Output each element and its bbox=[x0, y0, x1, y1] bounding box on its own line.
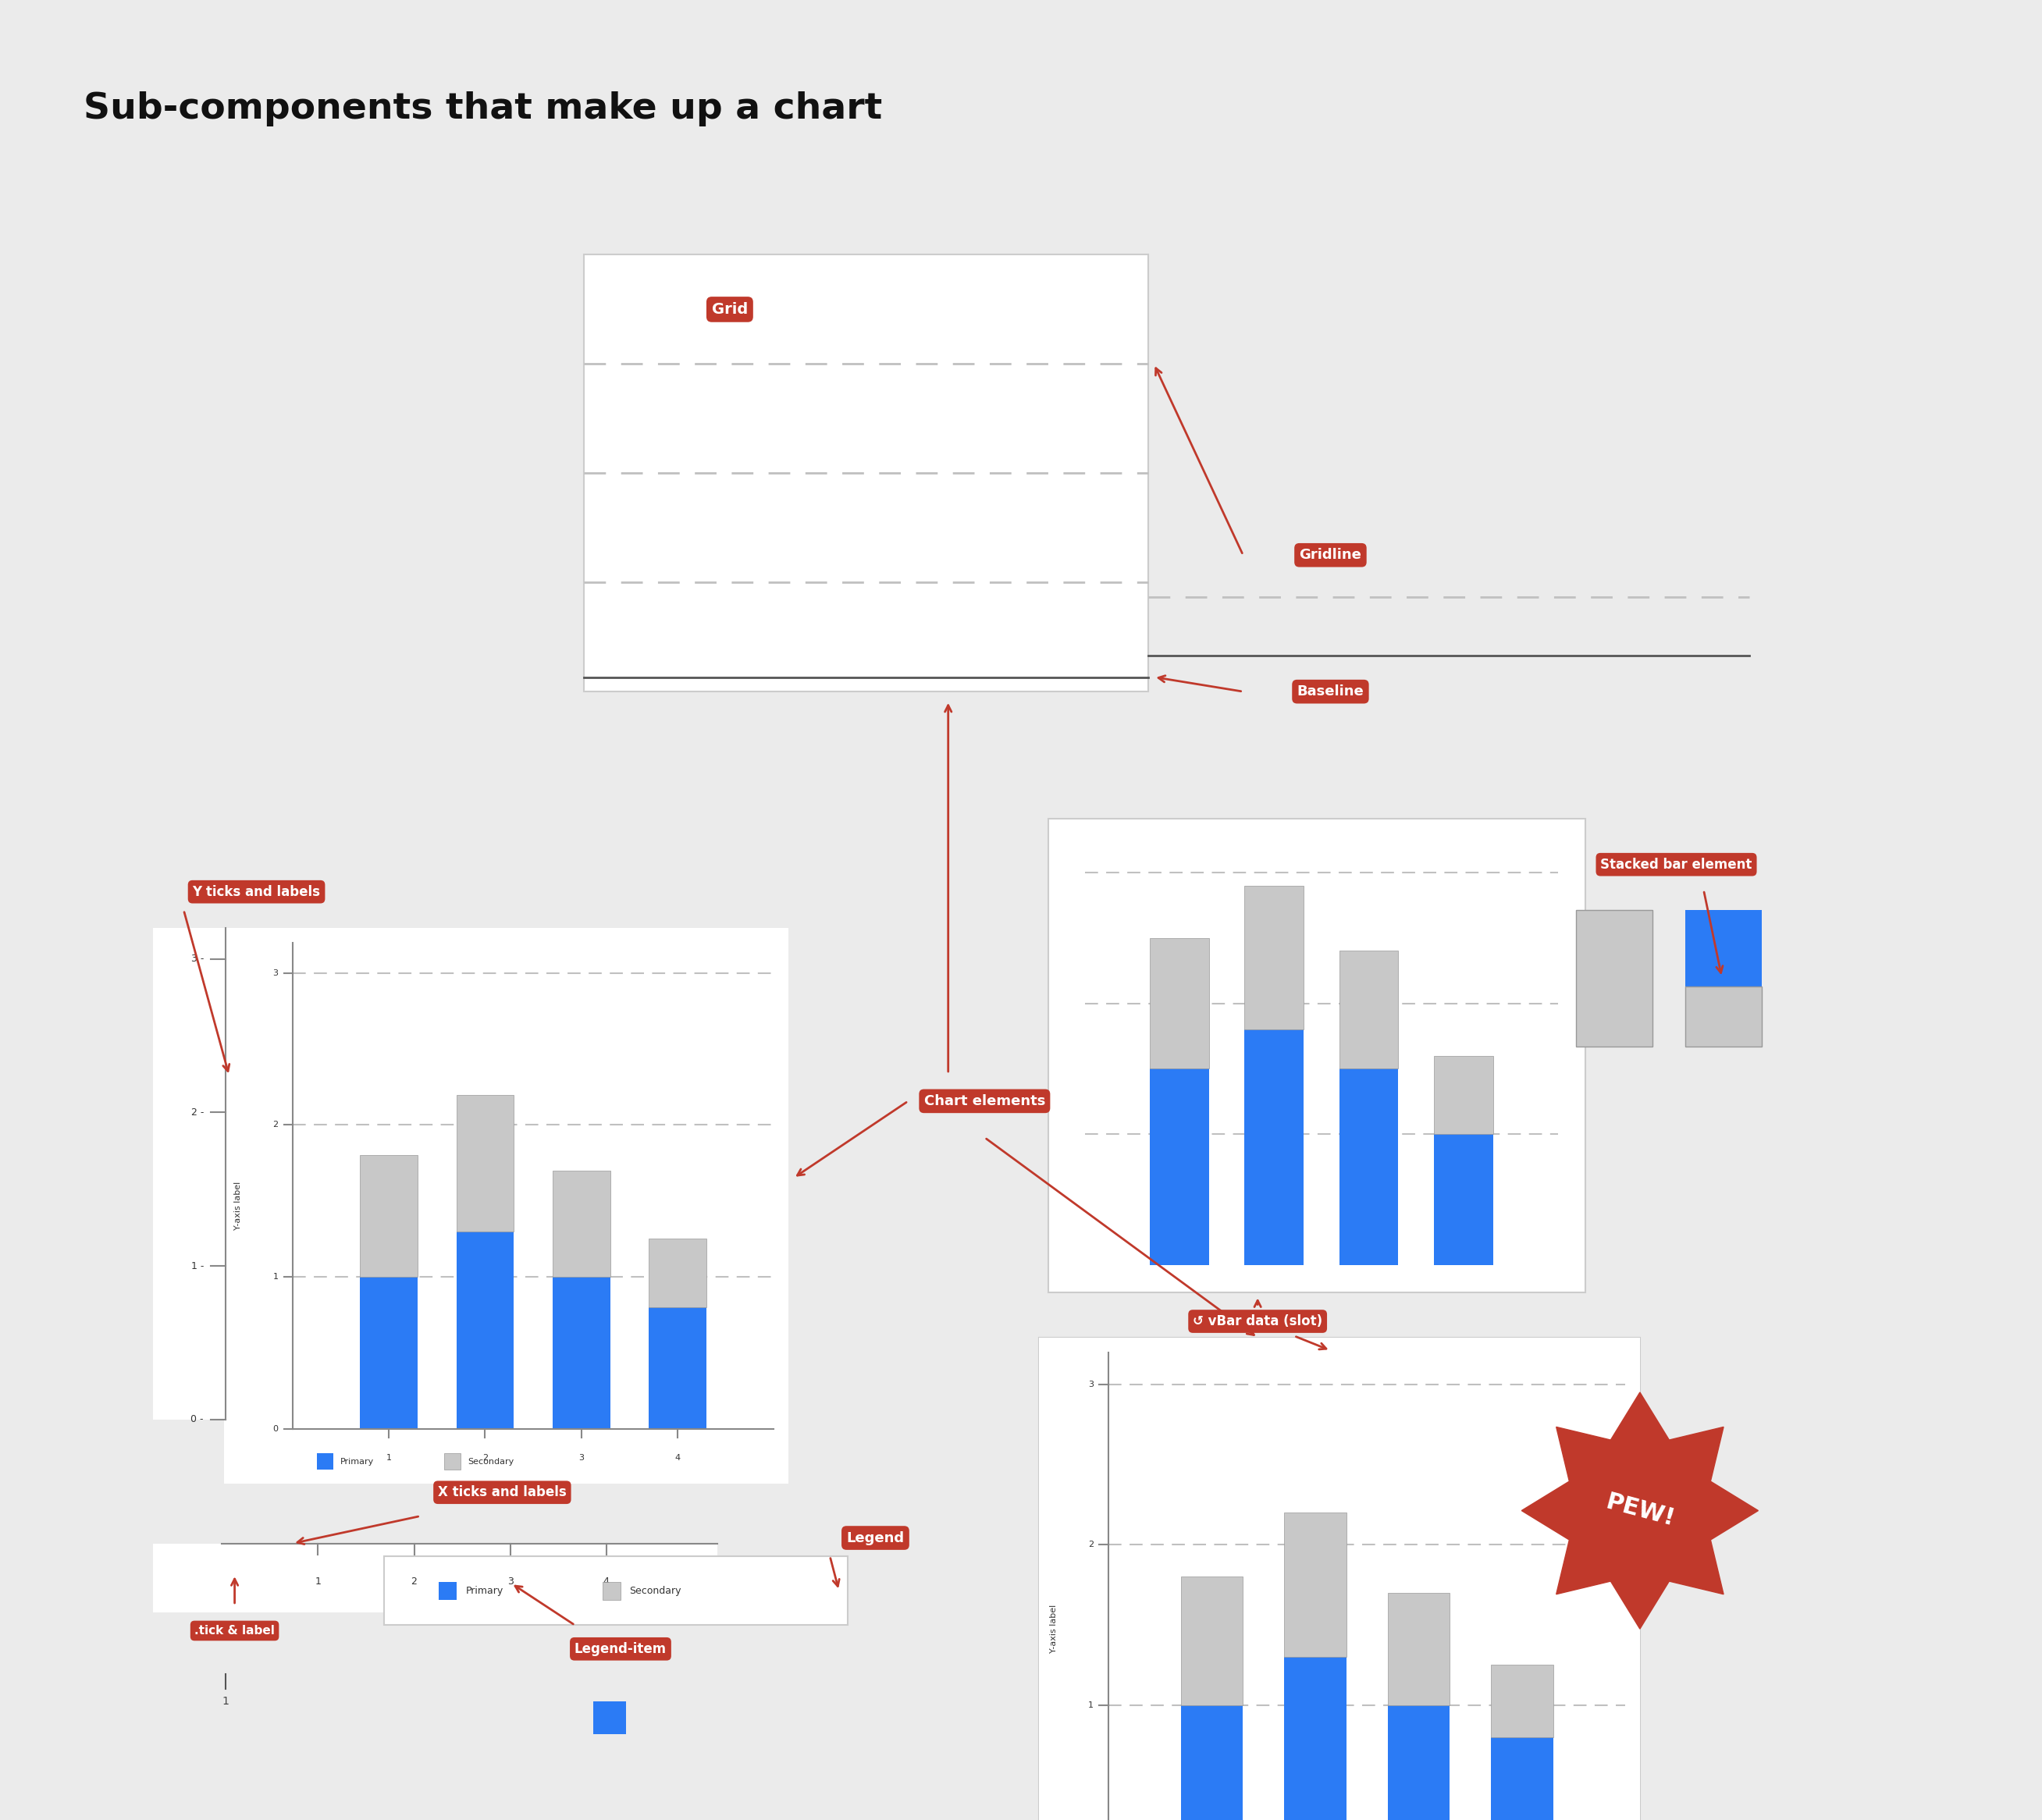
Text: 1: 1 bbox=[386, 1454, 392, 1461]
Bar bbox=[455, 1094, 515, 1232]
Text: 0 -: 0 - bbox=[190, 1414, 204, 1425]
Bar bbox=[1576, 910, 1652, 1046]
Bar bbox=[1244, 886, 1303, 1030]
Bar bbox=[1433, 1056, 1493, 1134]
Bar bbox=[649, 1239, 707, 1307]
Bar bbox=[455, 1232, 515, 1429]
Bar bbox=[1387, 1592, 1450, 1705]
Bar bbox=[1180, 1576, 1244, 1705]
Text: Y-axis label: Y-axis label bbox=[1050, 1605, 1058, 1653]
Bar bbox=[225, 928, 788, 1483]
Polygon shape bbox=[1521, 1392, 1758, 1629]
Text: 4: 4 bbox=[602, 1576, 609, 1587]
Bar bbox=[1039, 1338, 1640, 1820]
Bar bbox=[384, 1556, 847, 1625]
Bar bbox=[445, 1452, 461, 1469]
Bar bbox=[649, 1307, 707, 1429]
Text: 1: 1 bbox=[274, 1272, 278, 1281]
Text: Grid: Grid bbox=[713, 302, 747, 317]
Bar bbox=[359, 1278, 419, 1429]
Bar bbox=[553, 1170, 611, 1278]
Text: Secondary: Secondary bbox=[468, 1458, 515, 1465]
Bar bbox=[1180, 1705, 1244, 1820]
Bar bbox=[1340, 950, 1399, 1068]
Bar bbox=[153, 928, 225, 1420]
Text: 0: 0 bbox=[274, 1425, 278, 1432]
Text: 2: 2 bbox=[274, 1121, 278, 1128]
Text: 4: 4 bbox=[674, 1454, 680, 1461]
Text: Y-axis label: Y-axis label bbox=[235, 1181, 243, 1230]
Text: X ticks and labels: X ticks and labels bbox=[437, 1485, 566, 1500]
Bar bbox=[1284, 1656, 1346, 1820]
Bar bbox=[317, 1452, 333, 1469]
Text: 2: 2 bbox=[482, 1454, 488, 1461]
Bar bbox=[1433, 1134, 1493, 1265]
Bar bbox=[153, 1543, 717, 1613]
Text: ↺ vBar data (slot): ↺ vBar data (slot) bbox=[1193, 1314, 1323, 1329]
Text: 3: 3 bbox=[1088, 1380, 1095, 1389]
Bar bbox=[1150, 1068, 1209, 1265]
Text: Legend: Legend bbox=[847, 1531, 905, 1545]
Bar bbox=[1491, 1665, 1554, 1736]
Bar bbox=[1685, 910, 1762, 986]
Text: 2: 2 bbox=[410, 1576, 417, 1587]
Text: 1: 1 bbox=[314, 1576, 321, 1587]
Text: Baseline: Baseline bbox=[1297, 684, 1364, 699]
Text: Stacked bar element: Stacked bar element bbox=[1601, 857, 1752, 872]
Text: Primary: Primary bbox=[466, 1585, 504, 1596]
Bar bbox=[594, 1702, 627, 1734]
Text: 1: 1 bbox=[1088, 1702, 1095, 1709]
Text: 3: 3 bbox=[274, 970, 278, 977]
Text: 3: 3 bbox=[506, 1576, 513, 1587]
Bar bbox=[1039, 1338, 1640, 1820]
Text: 1 -: 1 - bbox=[190, 1261, 204, 1270]
Bar bbox=[359, 1156, 419, 1278]
Text: Chart elements: Chart elements bbox=[923, 1094, 1046, 1108]
Text: 2 -: 2 - bbox=[190, 1107, 204, 1117]
Text: Sub-components that make up a chart: Sub-components that make up a chart bbox=[84, 91, 882, 127]
Text: Y ticks and labels: Y ticks and labels bbox=[192, 885, 321, 899]
Bar bbox=[584, 255, 1148, 692]
Bar bbox=[1387, 1705, 1450, 1820]
Text: 1: 1 bbox=[223, 1696, 229, 1707]
Text: 2: 2 bbox=[1088, 1542, 1095, 1549]
Bar bbox=[1150, 937, 1209, 1068]
Bar bbox=[1685, 986, 1762, 1046]
Text: PEW!: PEW! bbox=[1603, 1491, 1676, 1531]
Text: Secondary: Secondary bbox=[629, 1585, 682, 1596]
Bar bbox=[602, 1582, 621, 1600]
Text: .tick & label: .tick & label bbox=[194, 1625, 276, 1636]
Bar bbox=[553, 1278, 611, 1429]
Bar bbox=[1284, 1512, 1346, 1656]
Text: Gridline: Gridline bbox=[1299, 548, 1362, 562]
Text: 3 -: 3 - bbox=[190, 954, 204, 965]
Bar bbox=[1491, 1736, 1554, 1820]
Text: 3: 3 bbox=[578, 1454, 584, 1461]
Bar bbox=[1340, 1068, 1399, 1265]
Bar bbox=[439, 1582, 457, 1600]
Text: Legend-item: Legend-item bbox=[574, 1642, 666, 1656]
Bar bbox=[1244, 1030, 1303, 1265]
Text: Primary: Primary bbox=[341, 1458, 374, 1465]
Bar bbox=[1048, 819, 1585, 1292]
